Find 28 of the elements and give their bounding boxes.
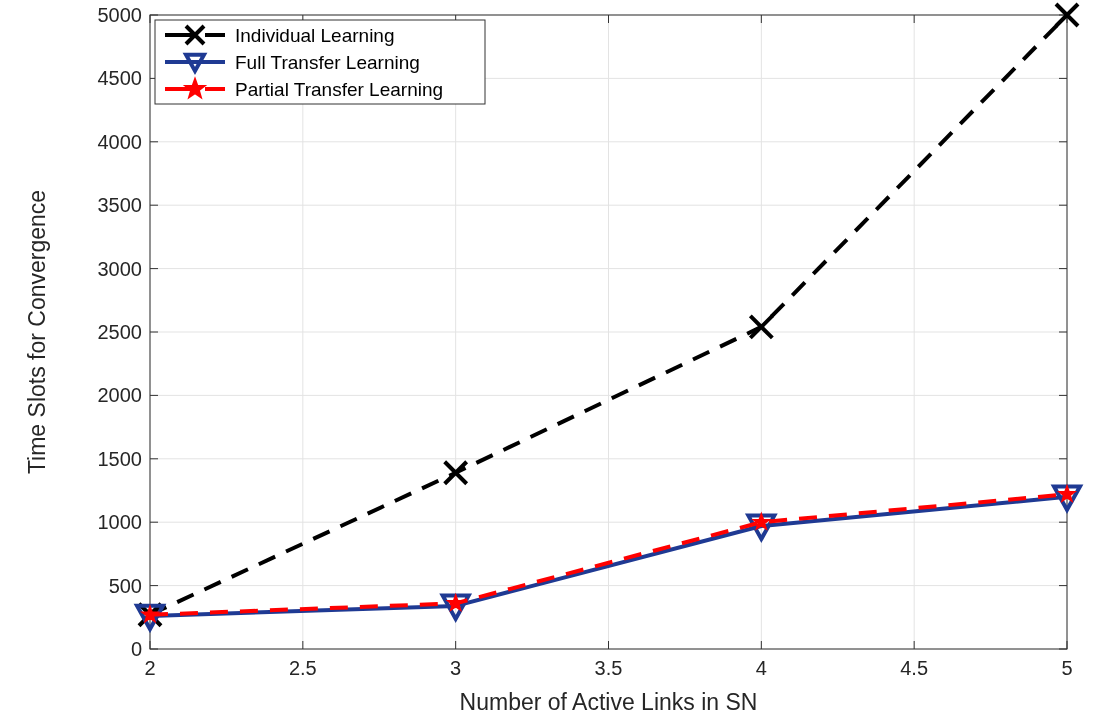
y-tick-label: 1500 [97,447,142,470]
point [440,593,471,621]
legend-label: Full Transfer Learning [235,51,420,73]
y-tick-label: 500 [108,574,142,597]
point [1054,2,1080,28]
y-tick-label: 5000 [97,4,142,26]
point [1052,484,1082,512]
x-tick-label: 3 [450,657,462,679]
point [748,313,775,340]
y-tick-label: 4500 [97,67,142,90]
y-tick-label: 2500 [97,321,142,343]
y-axis-title: Time Slots for Convergence [24,189,50,475]
y-tick-label: 1000 [97,511,142,534]
point [442,459,469,486]
y-tick-label: 3500 [97,194,142,217]
x-tick-label: 5 [1061,657,1073,679]
y-tick-label: 0 [130,638,142,660]
x-tick-label: 2 [144,657,156,679]
x-tick-label: 4.5 [900,657,929,679]
x-axis-title: Number of Active Links in SN [459,689,758,715]
y-tick-label: 2000 [97,384,142,407]
y-tick-label: 4000 [97,130,142,153]
y-tick-label: 3000 [97,257,142,280]
x-tick-label: 2.5 [288,657,317,679]
x-tick-label: 3.5 [594,657,623,679]
legend-label: Partial Transfer Learning [235,78,444,100]
legend-label: Individual Learning [235,24,395,46]
x-tick-label: 4 [755,657,767,679]
